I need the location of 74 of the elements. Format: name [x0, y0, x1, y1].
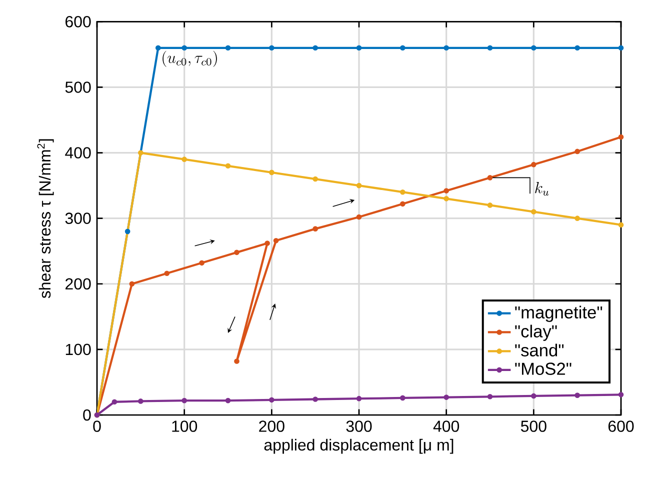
point — [138, 150, 144, 156]
point — [164, 270, 170, 276]
point — [574, 392, 580, 398]
point — [530, 45, 536, 51]
y-tick-label: 0 — [83, 409, 91, 421]
point — [182, 156, 188, 162]
point — [268, 170, 274, 176]
point — [400, 189, 406, 195]
point — [400, 201, 406, 207]
point — [268, 45, 274, 51]
point — [312, 396, 318, 402]
point — [182, 45, 188, 51]
y-tick-label: 400 — [65, 147, 91, 158]
point — [124, 228, 130, 234]
x-tick-label: 500 — [520, 420, 546, 432]
point — [400, 45, 406, 51]
point — [487, 394, 493, 400]
point — [129, 281, 135, 287]
x-axis-title: applied displacement [μ m] — [264, 438, 454, 454]
point — [618, 134, 624, 140]
point — [574, 148, 580, 154]
point — [234, 250, 240, 256]
point — [618, 45, 624, 51]
x-tick-label: 600 — [608, 420, 634, 432]
point — [356, 45, 362, 51]
point — [487, 45, 493, 51]
point — [400, 395, 406, 401]
x-tick-label: 200 — [259, 420, 284, 432]
point — [312, 226, 318, 232]
point — [225, 398, 231, 404]
point — [618, 222, 624, 228]
x-tick-label: 0 — [93, 420, 101, 432]
point — [487, 175, 493, 180]
point — [574, 45, 580, 51]
y-tick-label: 500 — [65, 82, 91, 93]
point — [444, 394, 449, 400]
y-tick-label: 200 — [66, 278, 91, 290]
point — [618, 392, 624, 398]
annotation: $k_u$ — [535, 182, 549, 196]
x-tick-label: 100 — [172, 420, 198, 432]
point — [138, 398, 144, 404]
point — [356, 182, 362, 188]
point — [530, 393, 536, 399]
point — [268, 397, 274, 403]
legend-label: "sand" — [515, 344, 564, 356]
point — [356, 214, 362, 220]
point — [199, 260, 204, 266]
point — [225, 163, 231, 169]
point — [444, 196, 449, 202]
legend-label: "magnetite" — [515, 306, 602, 322]
point — [312, 45, 318, 51]
point — [312, 176, 318, 182]
point — [234, 358, 240, 364]
point — [182, 398, 188, 404]
legend-label: "MoS2" — [515, 362, 572, 375]
y-axis-title: shear stress τ [N/mm$^{2}$] — [37, 139, 54, 298]
x-tick-label: 400 — [433, 420, 460, 432]
x-tick-label: 300 — [346, 420, 372, 432]
point — [444, 188, 449, 194]
point — [356, 396, 362, 402]
point — [487, 202, 493, 208]
legend-label: "clay" — [515, 324, 557, 341]
point — [273, 238, 279, 244]
annotation: $(u_{c0},\tau_{c0})$ — [162, 50, 217, 67]
point — [264, 240, 270, 246]
point — [112, 399, 118, 405]
point — [225, 45, 231, 51]
point — [444, 45, 449, 51]
point — [530, 162, 536, 168]
y-tick-label: 100 — [66, 344, 91, 356]
point — [530, 209, 536, 214]
point — [574, 216, 580, 221]
y-tick-label: 600 — [66, 16, 91, 28]
y-tick-label: 300 — [65, 212, 91, 224]
